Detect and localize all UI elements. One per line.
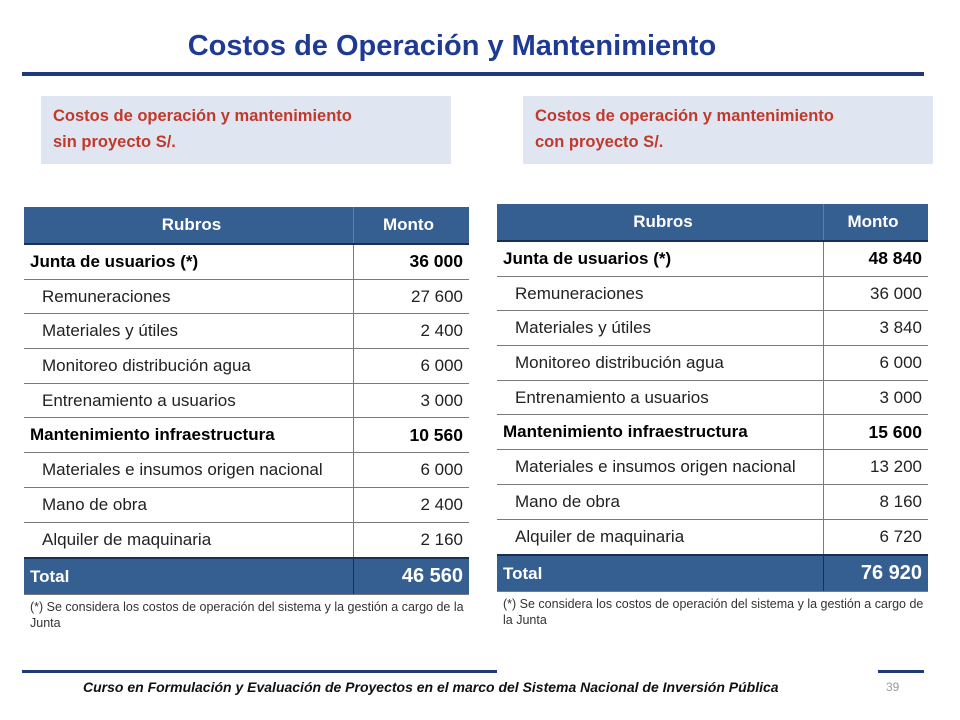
- footer-text: Curso en Formulación y Evaluación de Pro…: [83, 679, 779, 695]
- table-row: Materiales e insumos origen nacional 6 00…: [24, 453, 469, 488]
- rubro-cell: Entrenamiento a usuarios: [24, 383, 354, 418]
- table-row: Remuneraciones 36 000: [497, 276, 928, 312]
- table-row: Monitoreo distribución agua 6 000: [497, 346, 928, 381]
- table-row: Alquiler de maquinaria 2 160: [24, 522, 469, 558]
- monto-cell: 2 160: [420, 529, 463, 549]
- monto-cell: 3 000: [420, 390, 463, 410]
- caption-line-2: con proyecto S/.: [535, 133, 664, 151]
- monto-cell: 6 000: [420, 355, 463, 375]
- table-note: (*) Se considera los costos de operación…: [503, 597, 924, 628]
- monto-cell: 2 400: [420, 494, 463, 514]
- table-group-row: Junta de usuarios (*) 36 000: [24, 245, 469, 280]
- header-monto: Monto: [847, 212, 899, 231]
- rubro-cell: Monitoreo distribución agua: [497, 346, 824, 380]
- table-header-row: Rubros Monto: [24, 207, 469, 245]
- table-note: (*) Se considera los costos de operación…: [30, 600, 464, 631]
- table-total-row: Total 76 920: [497, 554, 928, 593]
- table-group-row: Mantenimiento infraestructura 15 600: [497, 415, 928, 451]
- header-monto: Monto: [383, 215, 434, 234]
- monto-cell: 2 400: [420, 321, 463, 341]
- total-label: Total: [497, 556, 824, 592]
- monto-cell: 3 840: [879, 318, 922, 338]
- rubro-cell: Materiales e insumos origen nacional: [24, 453, 354, 487]
- rubro-cell: Remuneraciones: [497, 276, 824, 311]
- table-row: Entrenamiento a usuarios 3 000: [24, 383, 469, 419]
- rubro-cell: Mano de obra: [24, 487, 354, 522]
- title-rule: [22, 72, 924, 76]
- table-sin-proyecto: Rubros Monto Junta de usuarios (*) 36 000…: [24, 207, 469, 631]
- total-value: 46 560: [401, 565, 463, 588]
- rubro-cell: Alquiler de maquinaria: [24, 522, 354, 558]
- caption-sin-proyecto: Costos de operación y mantenimiento sin …: [41, 96, 451, 164]
- table-row: Remuneraciones 27 600: [24, 279, 469, 315]
- monto-cell: 36 000: [870, 283, 922, 303]
- caption-line-1: Costos de operación y mantenimiento: [535, 107, 834, 125]
- monto-cell: 27 600: [411, 286, 463, 306]
- rubro-cell: Monitoreo distribución agua: [24, 349, 354, 383]
- table-header-row: Rubros Monto: [497, 204, 928, 242]
- table-row: Materiales y útiles 2 400: [24, 314, 469, 350]
- rubro-cell: Materiales e insumos origen nacional: [497, 450, 824, 484]
- caption-line-1: Costos de operación y mantenimiento: [53, 107, 352, 125]
- rubro-cell: Mantenimiento infraestructura: [24, 418, 354, 453]
- table-row: Mano de obra 2 400: [24, 487, 469, 523]
- footer-rule-right: [878, 670, 924, 673]
- table-row: Mano de obra 8 160: [497, 484, 928, 520]
- table-row: Materiales e insumos origen nacional 13 2…: [497, 450, 928, 485]
- total-label: Total: [24, 559, 354, 595]
- caption-con-proyecto: Costos de operación y mantenimiento con …: [523, 96, 933, 164]
- monto-cell: 48 840: [868, 248, 922, 269]
- monto-cell: 6 000: [879, 352, 922, 372]
- table-row: Alquiler de maquinaria 6 720: [497, 519, 928, 555]
- monto-cell: 36 000: [409, 251, 463, 272]
- total-value: 76 920: [860, 562, 922, 585]
- rubro-cell: Materiales y útiles: [497, 311, 824, 346]
- monto-cell: 6 720: [879, 526, 922, 546]
- monto-cell: 13 200: [870, 456, 922, 476]
- monto-cell: 15 600: [868, 421, 922, 442]
- table-body: Junta de usuarios (*) 36 000 Remuneracione…: [24, 245, 469, 558]
- table-total-row: Total 46 560: [24, 557, 469, 596]
- rubro-cell: Entrenamiento a usuarios: [497, 380, 824, 415]
- rubro-cell: Materiales y útiles: [24, 314, 354, 349]
- rubro-cell: Mantenimiento infraestructura: [497, 415, 824, 450]
- monto-cell: 8 160: [879, 491, 922, 511]
- footer-rule: [22, 670, 497, 673]
- rubro-cell: Junta de usuarios (*): [497, 242, 824, 276]
- table-row: Materiales y útiles 3 840: [497, 311, 928, 347]
- rubro-cell: Junta de usuarios (*): [24, 245, 354, 279]
- table-row: Monitoreo distribución agua 6 000: [24, 349, 469, 384]
- caption-line-2: sin proyecto S/.: [53, 133, 176, 151]
- rubro-cell: Mano de obra: [497, 484, 824, 519]
- page-number: 39: [886, 680, 900, 694]
- table-row: Entrenamiento a usuarios 3 000: [497, 380, 928, 416]
- rubro-cell: Remuneraciones: [24, 279, 354, 314]
- table-group-row: Mantenimiento infraestructura 10 560: [24, 418, 469, 454]
- table-group-row: Junta de usuarios (*) 48 840: [497, 242, 928, 277]
- monto-cell: 6 000: [420, 459, 463, 479]
- table-con-proyecto: Rubros Monto Junta de usuarios (*) 48 840…: [497, 204, 928, 628]
- table-body: Junta de usuarios (*) 48 840 Remuneracione…: [497, 242, 928, 555]
- header-rubros: Rubros: [497, 204, 824, 240]
- monto-cell: 3 000: [879, 387, 922, 407]
- slide-title: Costos de Operación y Mantenimiento: [187, 30, 717, 62]
- monto-cell: 10 560: [409, 424, 463, 445]
- header-rubros: Rubros: [24, 207, 354, 243]
- rubro-cell: Alquiler de maquinaria: [497, 519, 824, 555]
